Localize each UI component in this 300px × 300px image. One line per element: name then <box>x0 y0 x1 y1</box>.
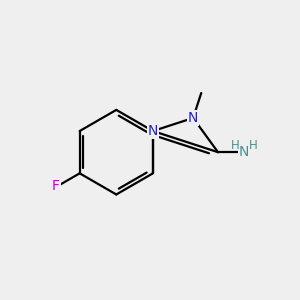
Text: H: H <box>249 139 258 152</box>
Text: H: H <box>230 139 239 152</box>
Text: F: F <box>52 179 59 194</box>
Text: N: N <box>239 145 249 159</box>
Text: N: N <box>188 111 198 125</box>
Text: N: N <box>148 124 158 138</box>
